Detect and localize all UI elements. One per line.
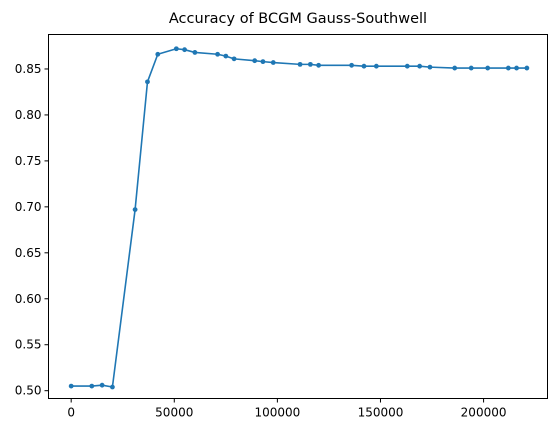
x-axis: 0 50000 100000 150000 200000	[67, 398, 507, 420]
y-tick-label: 0.50	[15, 384, 42, 398]
y-tick-label: 0.75	[15, 154, 42, 168]
y-tick-label: 0.85	[15, 62, 42, 76]
data-point	[231, 56, 237, 62]
data-point	[404, 63, 410, 69]
data-point	[132, 207, 138, 213]
x-tick-label: 200000	[461, 406, 507, 420]
y-tick-label: 0.65	[15, 246, 42, 260]
data-point	[427, 64, 433, 70]
x-tick-label: 0	[67, 406, 75, 420]
data-point	[223, 53, 229, 59]
x-tick-label: 50000	[155, 406, 193, 420]
data-point	[192, 50, 198, 55]
y-tick-label: 0.80	[15, 108, 42, 122]
y-tick-label: 0.60	[15, 292, 42, 306]
data-point	[505, 65, 511, 71]
data-point	[468, 65, 474, 71]
data-point	[297, 61, 303, 67]
data-point	[260, 59, 266, 65]
data-point	[270, 60, 276, 65]
data-point	[215, 51, 220, 57]
x-tick-label: 150000	[358, 406, 404, 420]
data-point	[252, 58, 258, 64]
data-point	[155, 51, 161, 57]
data-point	[68, 383, 74, 389]
series-line	[71, 47, 527, 388]
chart-title: Accuracy of BCGM Gauss-Southwell	[169, 11, 427, 27]
data-point	[89, 383, 95, 389]
data-point	[417, 63, 423, 69]
data-point	[514, 65, 519, 71]
data-point	[173, 46, 179, 52]
x-tick-label: 100000	[254, 406, 300, 420]
data-point	[373, 63, 379, 69]
axes-frame	[48, 34, 548, 399]
data-point	[307, 61, 313, 67]
data-point	[485, 65, 491, 71]
y-axis: 0.50 0.55 0.60 0.65 0.70 0.75 0.80 0.85	[15, 62, 49, 398]
data-point	[452, 65, 458, 71]
data-point	[361, 63, 367, 69]
plot-area	[68, 46, 530, 390]
data-point	[524, 65, 530, 71]
data-point	[110, 384, 115, 390]
y-tick-label: 0.55	[15, 338, 42, 352]
data-point	[349, 62, 355, 68]
data-point	[182, 47, 187, 53]
data-point	[316, 62, 322, 68]
data-point	[145, 79, 150, 85]
data-point	[99, 382, 105, 388]
y-tick-label: 0.70	[15, 200, 42, 214]
